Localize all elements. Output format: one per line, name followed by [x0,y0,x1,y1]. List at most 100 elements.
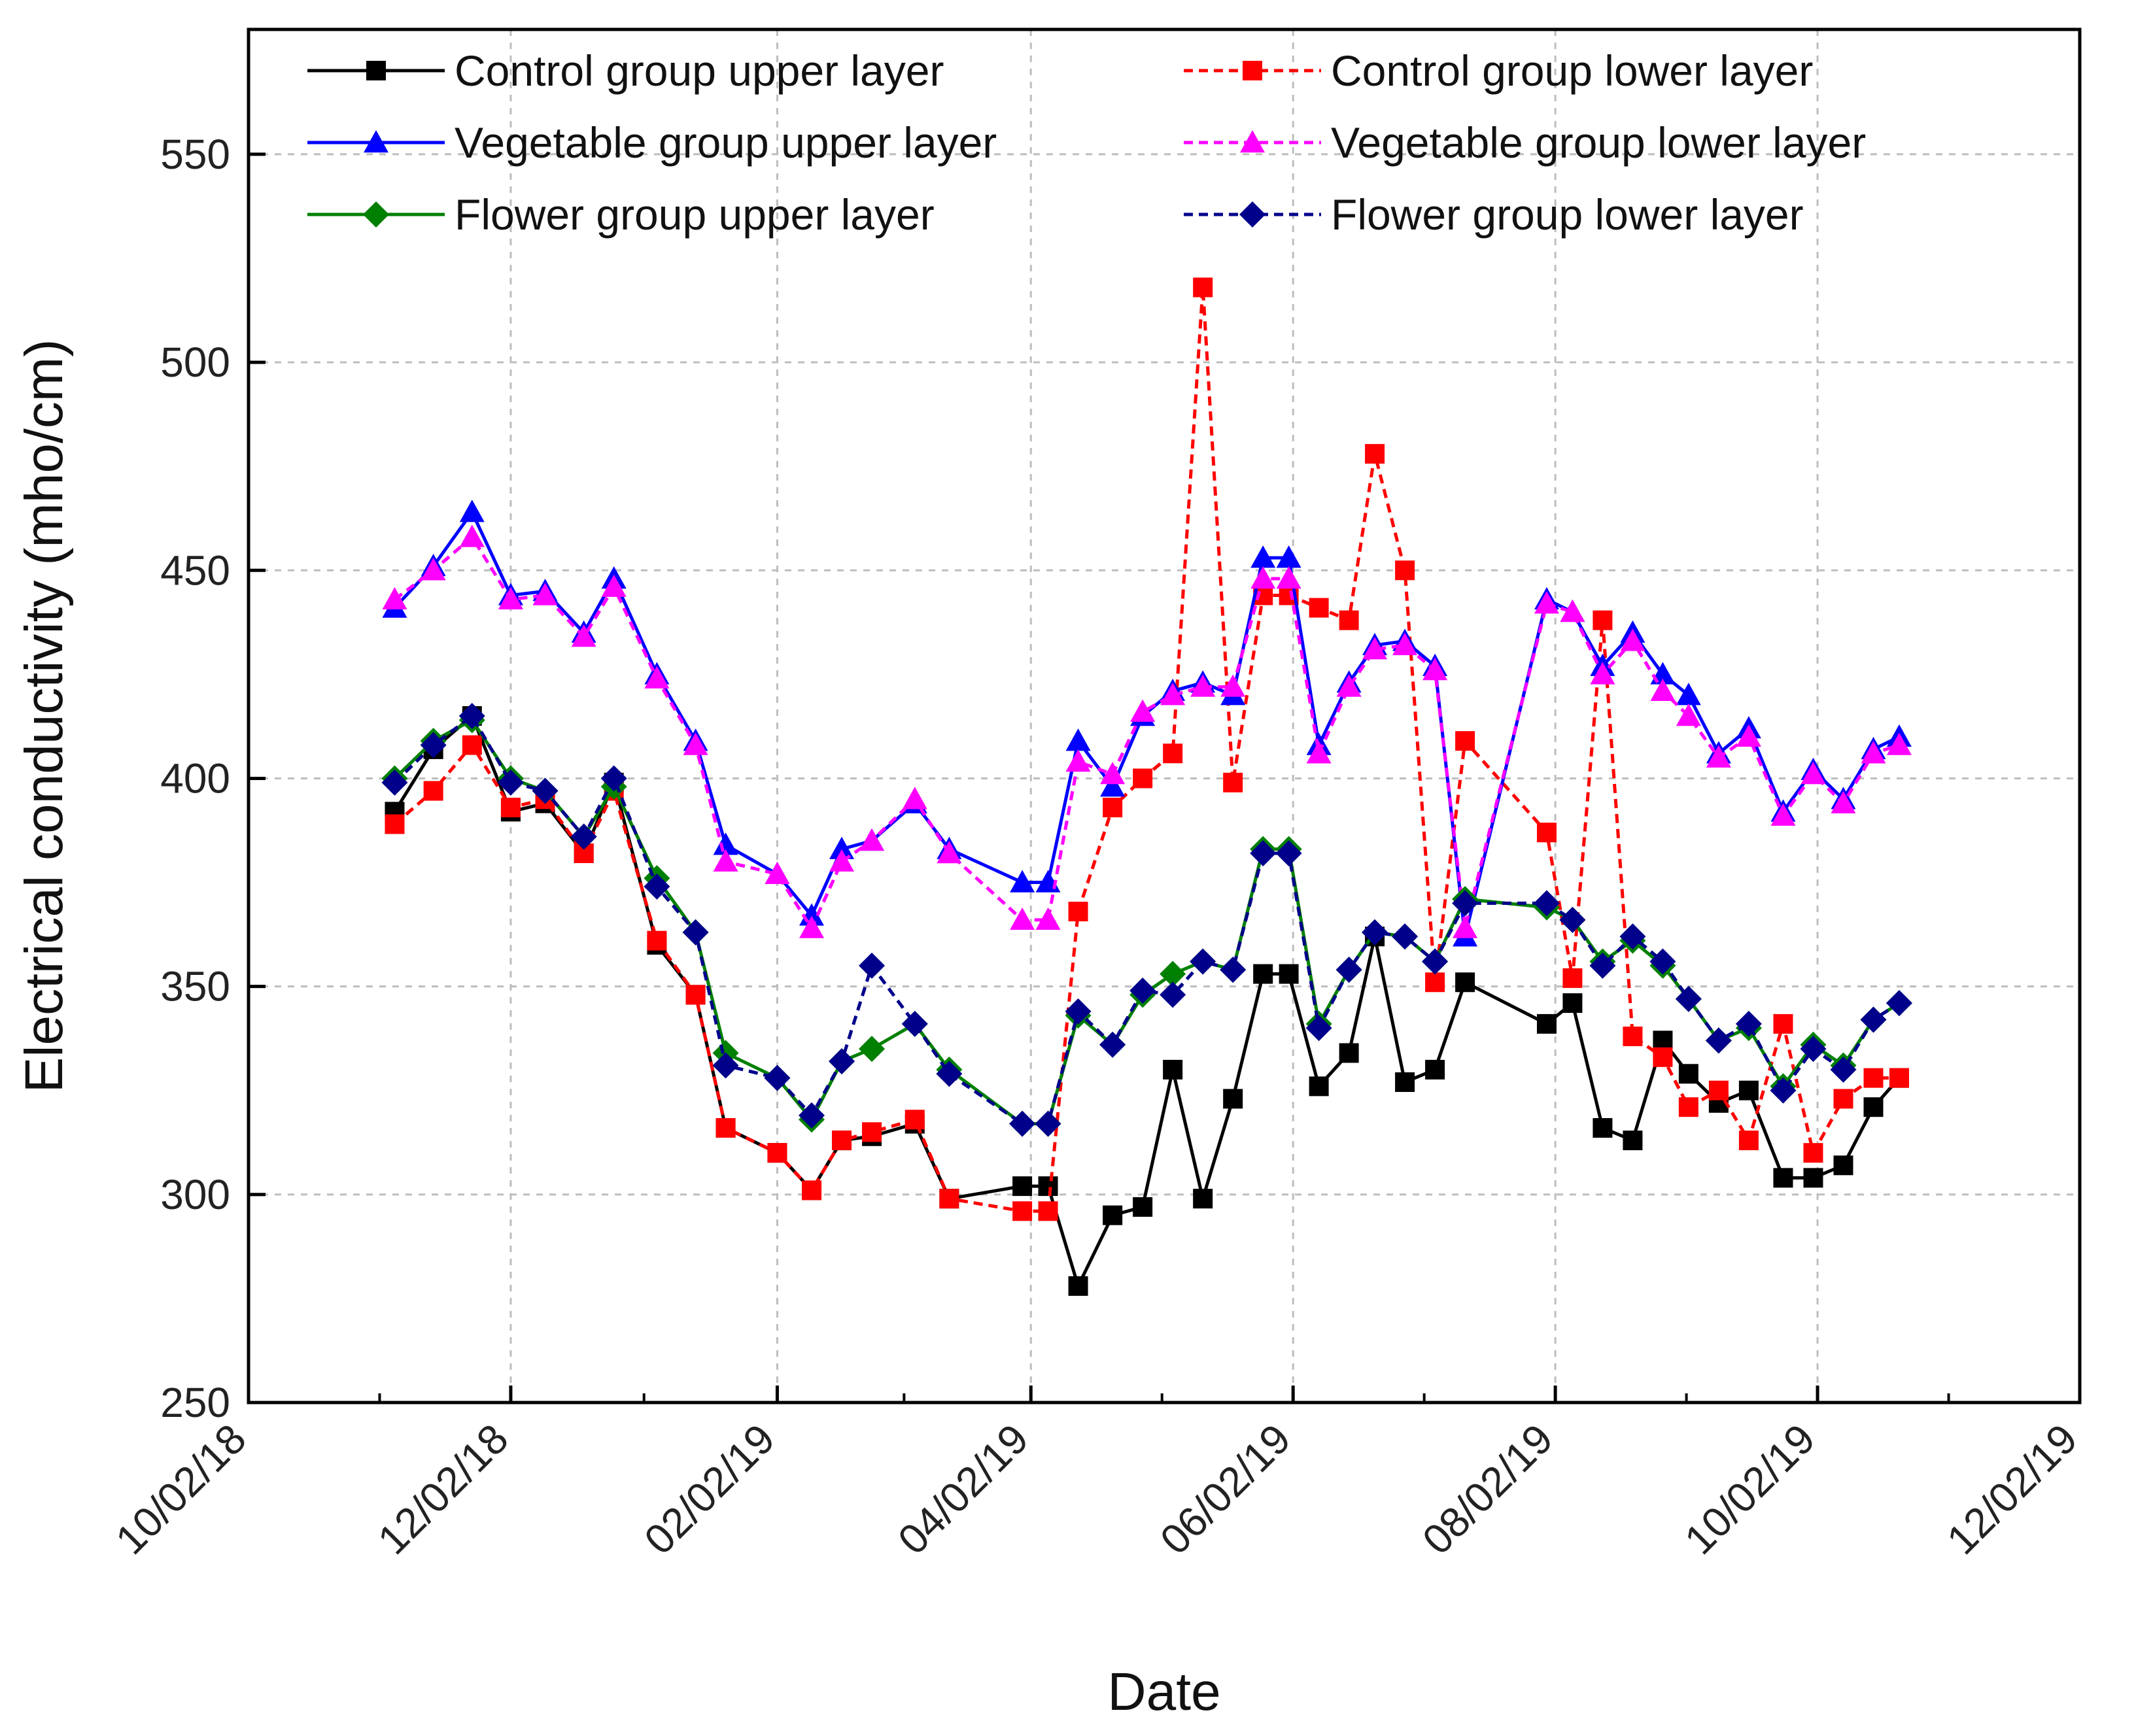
data-point-marker [1129,978,1156,1004]
data-point-marker [1100,774,1126,797]
data-point-marker [1676,683,1701,706]
y-tick-label: 450 [160,547,230,594]
data-point-marker [1678,1097,1698,1117]
y-tick-label: 250 [160,1379,230,1426]
data-point-marker [644,666,670,689]
data-point-marker [462,735,482,755]
data-point-marker [1100,762,1126,785]
data-point-marker [1675,985,1702,1012]
data-point-marker [1425,972,1445,993]
data-point-marker [1738,1131,1759,1151]
data-point-marker [1395,560,1415,581]
data-point-marker [902,787,927,809]
data-point-marker [829,1048,855,1075]
data-point-marker [1676,704,1701,726]
data-point-marker [1453,915,1478,938]
data-point-marker [1533,890,1560,917]
data-point-marker [1770,1077,1797,1104]
data-point-marker [1305,1015,1332,1042]
data-point-marker [1395,1072,1415,1092]
x-tick-label: 10/02/18 [107,1415,255,1563]
data-point-marker [1035,1110,1061,1137]
data-point-marker [1455,731,1475,751]
series-line [393,286,1899,1213]
data-point-marker [1861,741,1886,764]
data-point-marker [1653,1030,1673,1051]
data-point-marker [1619,923,1646,950]
data-point-marker [1831,791,1856,813]
data-point-marker [1163,743,1183,764]
data-point-marker [1653,1047,1673,1067]
data-point-marker [1309,1076,1329,1097]
legend-item: Vegetable group upper layer [307,118,997,167]
data-point-marker [570,823,597,850]
data-point-marker [832,1131,852,1151]
data-point-marker [385,814,405,834]
data-point-marker [1536,1013,1557,1034]
data-point-marker [423,781,443,801]
data-point-marker [1800,762,1826,785]
data-point-marker [1279,964,1299,984]
data-point-marker [1068,1276,1088,1296]
data-point-marker [904,1110,925,1130]
data-point-marker [1863,1068,1884,1088]
data-point-marker [1160,961,1186,987]
data-point-marker [1133,1197,1153,1217]
y-axis: 250 300 350 400 450 500 550 [160,131,266,1426]
series-1 [385,706,1909,1296]
data-point-marker [1160,981,1186,1008]
data-point-marker [1738,1080,1759,1100]
data-point-marker [1706,745,1731,768]
data-point-marker [364,130,388,153]
data-point-marker [1339,610,1359,630]
x-axis: 10/02/18 12/02/18 02/02/19 04/02/19 06/02/19… [107,1386,2086,1563]
data-point-marker [458,703,485,729]
data-point-marker [1560,599,1585,622]
data-point-marker [1736,724,1761,747]
data-point-marker [1562,968,1583,988]
legend-label: Vegetable group lower layer [1331,118,1866,167]
y-tick-label: 550 [160,131,230,178]
data-point-marker [571,624,596,647]
data-point-marker [1009,1110,1036,1137]
data-point-marker [1536,823,1557,843]
legend-label: Control group lower layer [1331,46,1813,95]
data-point-marker [1422,658,1448,681]
data-point-marker [1623,1131,1643,1151]
data-point-marker [459,524,485,547]
x-tick-label: 02/02/19 [635,1415,784,1563]
data-point-marker [1589,952,1616,979]
data-point-marker [1099,1031,1126,1058]
data-point-marker [682,919,709,945]
y-tick-label: 350 [160,963,230,1010]
data-point-marker [764,1064,791,1091]
data-point-marker [600,765,627,792]
legend-item: Control group upper layer [307,46,944,95]
data-point-marker [1250,840,1277,866]
data-point-marker [767,1143,787,1163]
data-point-marker [715,1118,736,1138]
data-point-marker [1886,732,1912,755]
data-point-marker [1035,907,1061,930]
data-point-marker [1886,990,1912,1017]
data-point-marker [1276,566,1301,589]
legend: Control group upper layer Control group l… [307,46,1866,239]
data-point-marker [765,861,790,885]
data-point-marker [1010,870,1035,893]
data-point-marker [1593,1118,1613,1138]
data-point-marker [1860,1006,1887,1033]
data-point-marker [1306,741,1332,764]
x-tick-label: 08/02/19 [1413,1415,1562,1563]
data-point-marker [1010,907,1035,930]
data-point-marker [712,1052,739,1079]
data-point-marker [1455,972,1475,993]
data-point-marker [1065,728,1091,751]
data-point-marker [420,732,447,758]
data-point-marker [1276,545,1301,568]
data-point-marker [1773,1168,1793,1188]
data-point-marker [644,873,670,900]
data-point-marker [601,574,627,597]
legend-label: Vegetable group upper layer [455,118,997,167]
data-point-marker [713,849,738,872]
data-point-marker [1833,1089,1853,1109]
